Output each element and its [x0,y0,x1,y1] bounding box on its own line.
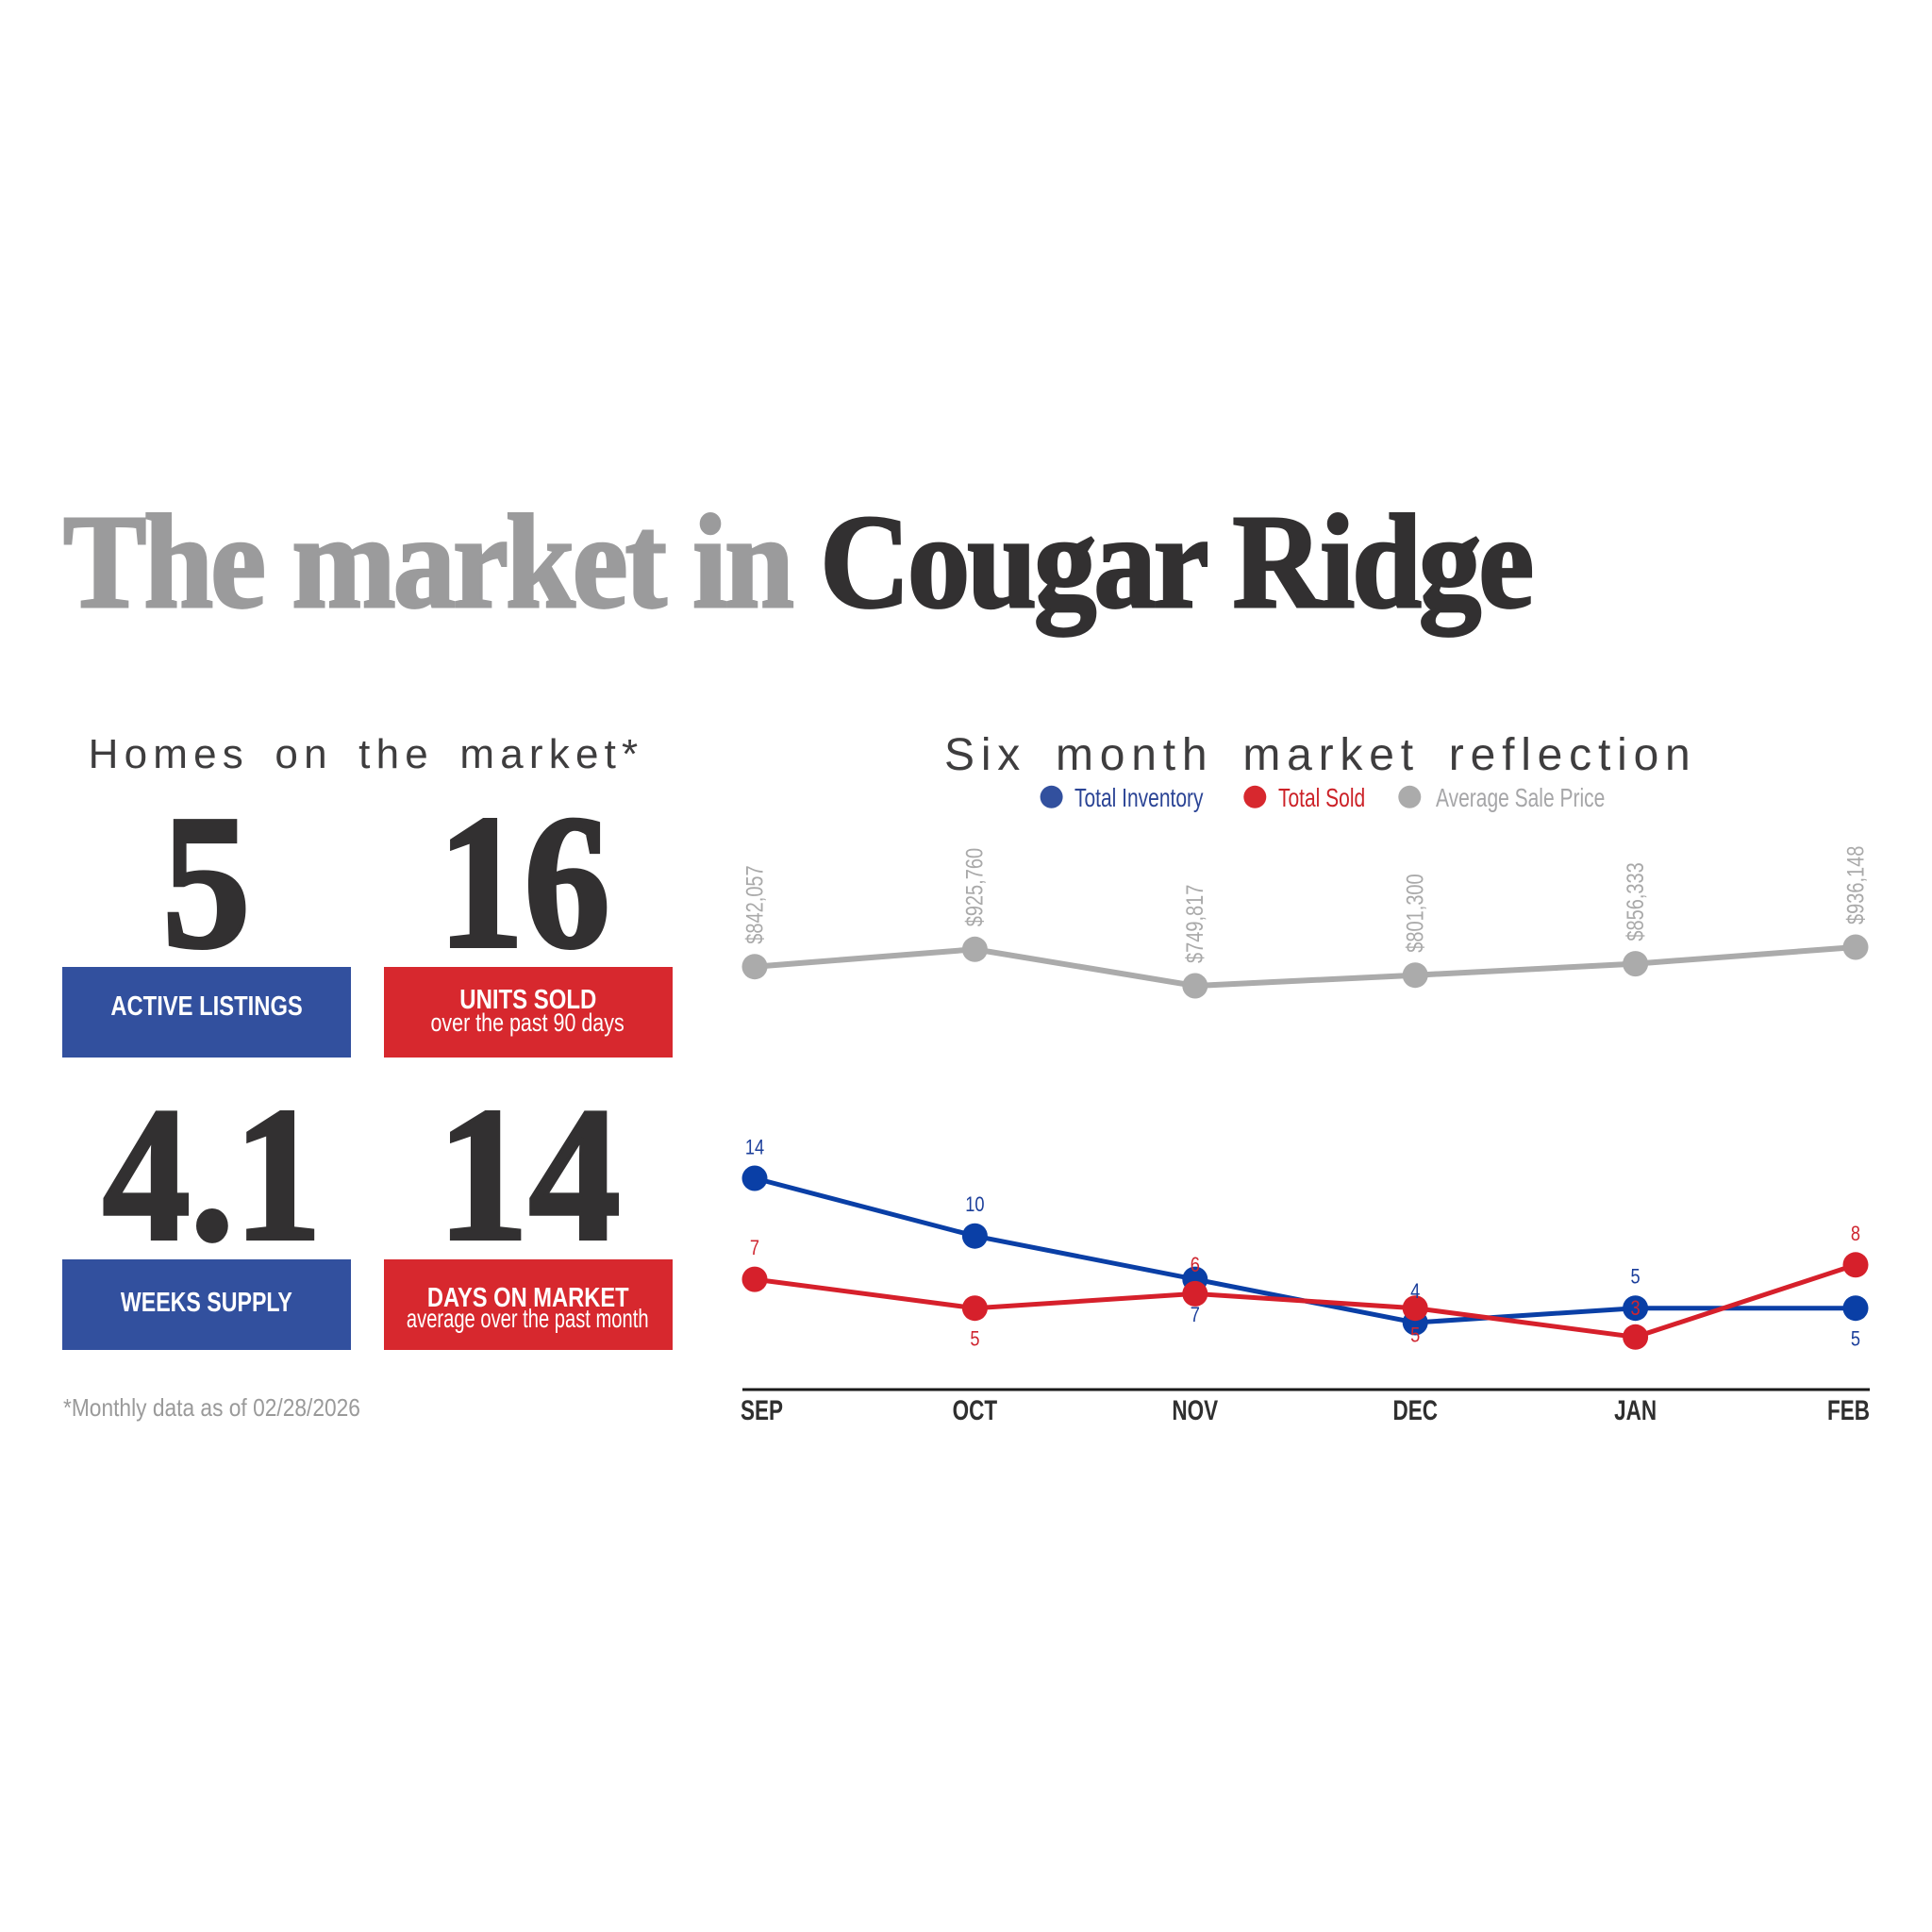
svg-text:5: 5 [1851,1328,1860,1351]
svg-text:$856,333: $856,333 [1623,862,1649,941]
svg-text:Average Sale Price: Average Sale Price [1436,784,1605,813]
svg-text:OCT: OCT [953,1394,997,1426]
svg-text:7: 7 [750,1238,759,1260]
svg-text:SEP: SEP [741,1394,783,1426]
svg-text:JAN: JAN [1614,1394,1657,1426]
svg-text:$925,760: $925,760 [962,848,989,926]
svg-text:$749,817: $749,817 [1182,885,1208,963]
svg-text:7: 7 [1191,1305,1200,1327]
svg-text:5: 5 [1631,1266,1641,1289]
svg-text:10: 10 [965,1194,984,1217]
svg-text:5: 5 [1410,1324,1420,1347]
svg-text:3: 3 [1631,1298,1641,1321]
svg-text:$936,148: $936,148 [1842,846,1869,924]
svg-text:$842,057: $842,057 [741,865,768,943]
svg-text:6: 6 [1191,1255,1200,1277]
svg-text:4: 4 [1410,1281,1420,1304]
svg-text:$801,300: $801,300 [1402,874,1428,952]
svg-text:DEC: DEC [1392,1394,1437,1426]
svg-text:14: 14 [745,1137,764,1159]
svg-text:NOV: NOV [1172,1394,1218,1426]
svg-text:5: 5 [970,1328,979,1351]
svg-text:FEB: FEB [1827,1394,1870,1426]
svg-text:Total Sold: Total Sold [1278,784,1365,813]
svg-text:8: 8 [1851,1223,1860,1245]
svg-text:Total Inventory: Total Inventory [1074,784,1204,813]
